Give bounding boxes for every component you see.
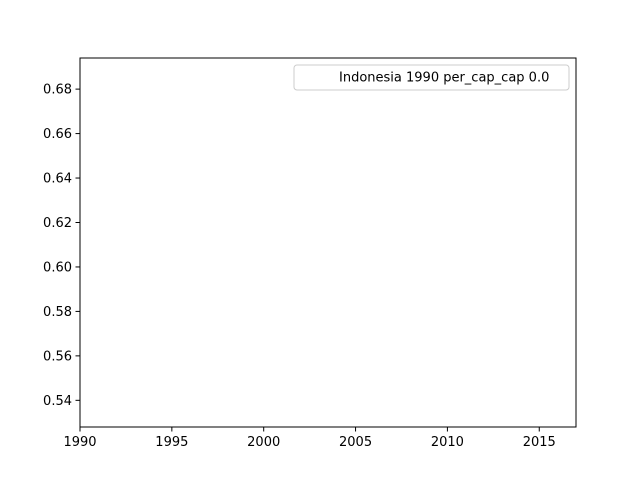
plot-area-frame <box>79 57 577 428</box>
x-tick-label: 1990 <box>63 435 96 450</box>
y-tick-label: 0.66 <box>43 127 72 142</box>
x-tick-label: 2000 <box>247 435 280 450</box>
y-tick-label: 0.56 <box>43 349 72 364</box>
y-tick-label: 0.54 <box>43 394 72 409</box>
legend-box <box>293 64 570 91</box>
y-tick-label: 0.62 <box>43 216 72 231</box>
y-tick-label: 0.64 <box>43 172 72 187</box>
y-tick-label: 0.58 <box>43 305 72 320</box>
x-tick-label: 2010 <box>431 435 464 450</box>
legend: Indonesia 1990 per_cap_cap 0.0 <box>293 64 570 91</box>
x-tick-label: 1995 <box>155 435 188 450</box>
y-axis-ticks: 0.54 0.56 0.58 0.60 0.62 0.64 0.66 0.68 <box>43 83 80 409</box>
x-tick-label: 2005 <box>339 435 372 450</box>
y-tick-label: 0.60 <box>43 260 72 275</box>
y-tick-label: 0.68 <box>43 83 72 98</box>
x-tick-label: 2015 <box>523 435 556 450</box>
x-axis-ticks: 1990 1995 2000 2005 2010 2015 <box>63 427 556 450</box>
legend-entry-label: Indonesia 1990 per_cap_cap 0.0 <box>339 71 549 86</box>
